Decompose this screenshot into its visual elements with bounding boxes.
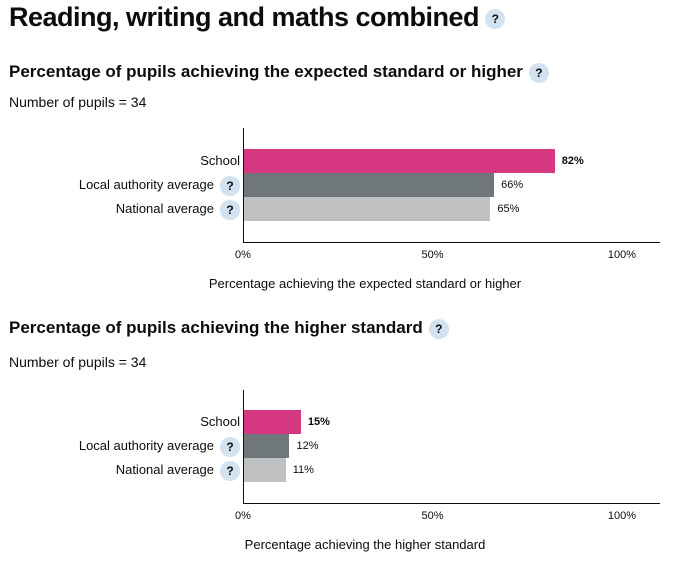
value-label-school: 15%: [307, 416, 330, 428]
value-label-school: 82%: [561, 155, 584, 167]
bar-school: [244, 149, 555, 173]
x-tick-label: 0%: [235, 510, 251, 522]
x-axis-title: Percentage achieving the expected standa…: [208, 276, 522, 291]
help-icon[interactable]: ?: [220, 460, 240, 481]
bar-label-school: School: [200, 410, 240, 434]
bar-local-authority: [244, 434, 290, 458]
chart-title-text: Percentage of pupils achieving the expec…: [9, 62, 523, 81]
x-tick-label: 50%: [421, 510, 444, 522]
value-label-national: 11%: [292, 464, 314, 476]
chart-title-text: Percentage of pupils achieving the highe…: [9, 318, 423, 337]
page-title-text: Reading, writing and maths combined: [9, 2, 480, 32]
x-tick-label: 100%: [607, 510, 637, 522]
x-axis-title: Percentage achieving the higher standard: [244, 537, 486, 552]
bar-label-local-authority: Local authority average?: [79, 434, 240, 458]
bar-label-text: National average: [115, 462, 214, 477]
x-tick-label: 100%: [607, 249, 637, 261]
bar-national: [244, 458, 286, 482]
bar-label-text: Local authority average: [78, 177, 214, 192]
x-tick-label: 50%: [421, 249, 444, 261]
value-label-local-authority: 66%: [501, 179, 524, 191]
bar-national: [244, 197, 491, 221]
help-icon[interactable]: ?: [220, 199, 240, 220]
value-label-national: 65%: [497, 203, 520, 215]
bar-label-national: National average?: [116, 458, 240, 482]
bar-label-local-authority: Local authority average?: [79, 173, 240, 197]
value-label-local-authority: 12%: [296, 440, 319, 452]
help-icon[interactable]: ?: [428, 318, 449, 339]
chart-title: Percentage of pupils achieving the highe…: [9, 318, 449, 339]
help-icon[interactable]: ?: [220, 436, 240, 457]
bar-label-text: School: [200, 153, 240, 168]
pupil-count: Number of pupils = 34: [9, 354, 147, 370]
bar-school: [244, 410, 301, 434]
x-axis: [243, 242, 660, 243]
bar-label-text: School: [200, 414, 240, 429]
bar-label-text: Local authority average: [78, 438, 214, 453]
bar-label-school: School: [200, 149, 240, 173]
y-axis: [243, 128, 244, 243]
chart-title: Percentage of pupils achieving the expec…: [9, 62, 549, 83]
page-title: Reading, writing and maths combined?: [9, 2, 506, 33]
bar-label-national: National average?: [116, 197, 240, 221]
x-axis: [243, 503, 660, 504]
help-icon[interactable]: ?: [220, 175, 240, 196]
pupil-count: Number of pupils = 34: [9, 94, 147, 110]
x-tick-label: 0%: [235, 249, 251, 261]
bar-label-text: National average: [115, 201, 214, 216]
help-icon[interactable]: ?: [485, 8, 506, 29]
y-axis: [243, 390, 244, 504]
help-icon[interactable]: ?: [528, 62, 549, 83]
bar-local-authority: [244, 173, 495, 197]
